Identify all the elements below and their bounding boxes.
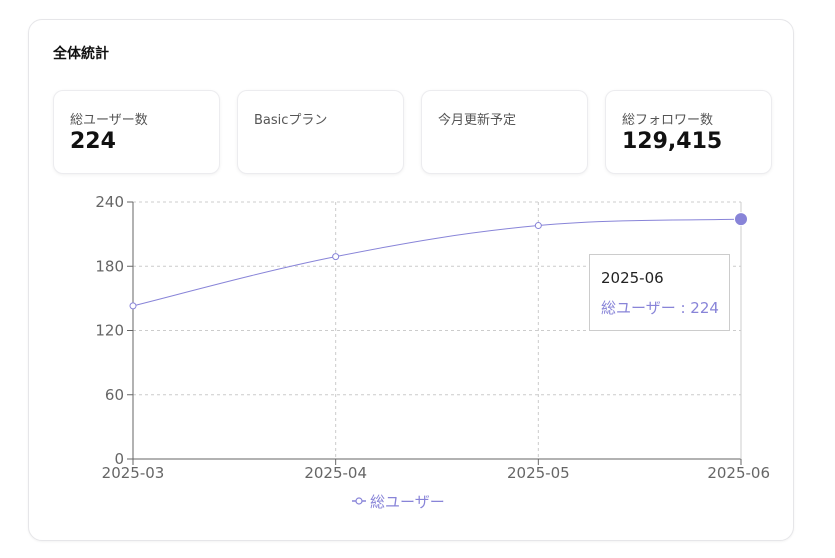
stat-total-followers: 総フォロワー数 129,415 xyxy=(605,90,772,174)
tooltip-label: 2025-06 xyxy=(601,269,664,287)
data-point xyxy=(534,222,542,230)
card-title: 全体統計 xyxy=(53,46,109,62)
stat-label: Basicプラン xyxy=(254,113,328,128)
stat-label: 総フォロワー数 xyxy=(622,113,714,128)
stat-label: 総ユーザー数 xyxy=(70,113,148,128)
y-tick-label: 0 xyxy=(114,450,124,468)
stats-row: 総ユーザー数 224 Basicプラン 今月更新予定 総フォロワー数 129,4… xyxy=(53,90,772,174)
data-point xyxy=(332,253,340,261)
x-tick-label: 2025-04 xyxy=(304,464,367,482)
y-tick-label: 180 xyxy=(95,257,124,275)
stat-label: 今月更新予定 xyxy=(438,113,517,128)
y-tick-label: 120 xyxy=(95,322,124,340)
x-tick-label: 2025-06 xyxy=(707,464,770,482)
x-tick-label: 2025-03 xyxy=(102,464,165,482)
chart-tooltip: 2025-06 総ユーザー : 224 xyxy=(589,254,730,331)
series-line-total-users xyxy=(132,218,742,307)
stat-basic-plan: Basicプラン xyxy=(237,90,404,174)
data-point xyxy=(129,302,137,310)
stat-value: 129,415 xyxy=(622,129,723,154)
legend-label: 総ユーザー xyxy=(370,492,445,511)
stat-total-users: 総ユーザー数 224 xyxy=(53,90,220,174)
tooltip-item: 総ユーザー : 224 xyxy=(601,299,719,317)
stat-renewals-this-month: 今月更新予定 xyxy=(421,90,588,174)
x-tick-label: 2025-05 xyxy=(507,464,570,482)
legend-line-icon xyxy=(352,497,366,505)
active-data-point xyxy=(734,212,748,227)
y-tick-label: 240 xyxy=(95,193,124,211)
chart-legend[interactable]: 総ユーザー xyxy=(352,491,445,511)
stat-value: 224 xyxy=(70,129,116,154)
y-tick-label: 60 xyxy=(105,386,124,404)
